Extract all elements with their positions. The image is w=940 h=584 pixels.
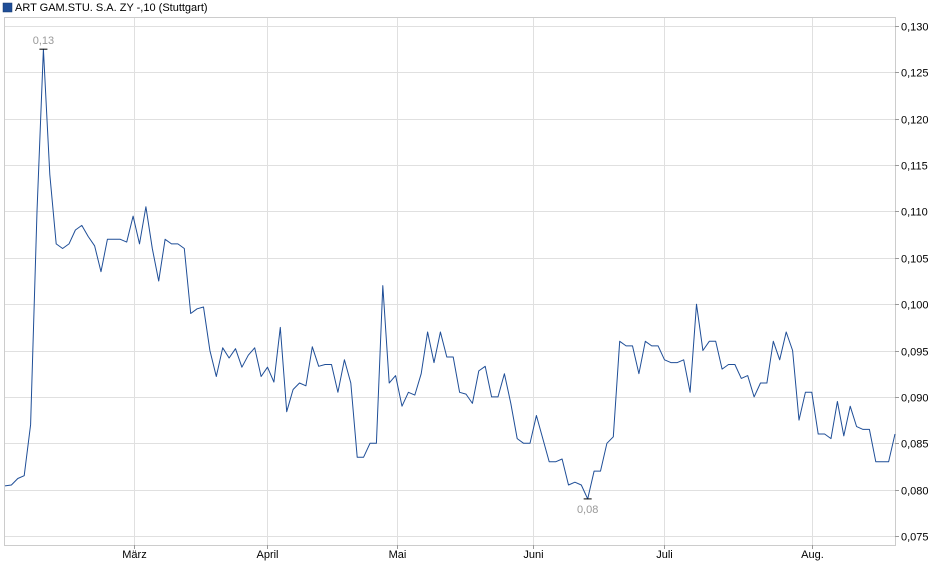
- annotations: 0,13 0,08: [33, 35, 599, 516]
- y-tick-label: 0,110: [901, 207, 928, 219]
- y-tick-label: 0,075: [901, 532, 929, 544]
- price-line: [4, 48, 896, 500]
- max-label: 0,13: [33, 35, 54, 47]
- y-tick-label: 0,080: [901, 486, 929, 498]
- grid-lines: [5, 18, 895, 545]
- y-tick-label: 0,120: [901, 115, 929, 127]
- x-tick-label: März: [122, 549, 146, 561]
- legend-swatch: [2, 2, 13, 13]
- x-tick-label: Juli: [656, 549, 673, 561]
- plot-area: [4, 17, 896, 546]
- x-tick-label: Mai: [389, 549, 407, 561]
- x-tick-label: Aug.: [801, 549, 824, 561]
- y-tick-label: 0,125: [901, 68, 929, 80]
- series-layer: [4, 48, 896, 500]
- chart-title: ART GAM.STU. S.A. ZY -,10 (Stuttgart): [15, 2, 208, 14]
- y-tick-label: 0,130: [901, 22, 929, 34]
- y-tick-label: 0,090: [901, 393, 929, 405]
- y-tick-label: 0,095: [901, 347, 929, 359]
- y-tick-label: 0,100: [901, 300, 929, 312]
- min-label: 0,08: [577, 504, 598, 516]
- axis-labels: 0,130 0,125 0,120 0,115 0,110 0,105 0,100 0,095…: [122, 22, 928, 562]
- x-tick-label: Juni: [523, 549, 543, 561]
- y-tick-label: 0,085: [901, 439, 929, 451]
- x-tick-label: April: [256, 549, 278, 561]
- y-tick-label: 0,115: [901, 161, 928, 173]
- y-tick-label: 0,105: [901, 254, 929, 266]
